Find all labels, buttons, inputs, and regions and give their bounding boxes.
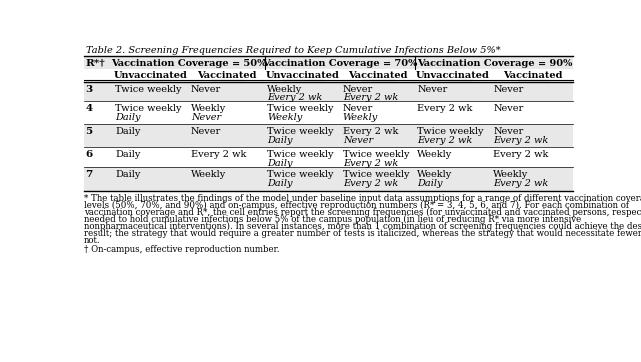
- Text: R*†: R*†: [85, 58, 105, 67]
- Text: Never: Never: [493, 85, 524, 94]
- Text: Every 2 wk: Every 2 wk: [343, 179, 398, 188]
- Text: Every 2 wk: Every 2 wk: [417, 104, 472, 113]
- Text: needed to hold cumulative infections below 5% of the campus population (in lieu : needed to hold cumulative infections bel…: [84, 215, 581, 224]
- Text: Every 2 wk: Every 2 wk: [493, 136, 549, 145]
- Text: Twice weekly: Twice weekly: [343, 171, 410, 180]
- Text: Weekly: Weekly: [267, 85, 302, 94]
- Bar: [84, 69, 573, 80]
- Bar: [84, 167, 573, 190]
- Text: Every 2 wk: Every 2 wk: [343, 93, 398, 102]
- Bar: [84, 82, 573, 101]
- Bar: [84, 147, 573, 167]
- Text: Twice weekly: Twice weekly: [267, 104, 333, 113]
- Text: Vaccinated: Vaccinated: [348, 71, 408, 80]
- Text: Every 2 wk: Every 2 wk: [267, 93, 322, 102]
- Text: Twice weekly: Twice weekly: [417, 127, 484, 136]
- Text: Weekly: Weekly: [191, 104, 226, 113]
- Text: Daily: Daily: [267, 136, 292, 145]
- Text: Vaccination Coverage = 90%: Vaccination Coverage = 90%: [417, 59, 572, 68]
- Text: Unvaccinated: Unvaccinated: [265, 71, 340, 80]
- Text: nonpharmaceutical interventions). In several instances, more than 1 combination : nonpharmaceutical interventions). In sev…: [84, 222, 641, 231]
- Text: Never: Never: [417, 85, 447, 94]
- Text: Vaccination Coverage = 50%: Vaccination Coverage = 50%: [111, 59, 266, 68]
- Text: Weekly: Weekly: [191, 171, 226, 180]
- Text: Never: Never: [493, 127, 524, 136]
- Bar: [84, 101, 573, 124]
- Text: Daily: Daily: [115, 113, 140, 122]
- Text: Daily: Daily: [267, 159, 292, 168]
- Text: Twice weekly: Twice weekly: [115, 104, 181, 113]
- Text: Twice weekly: Twice weekly: [343, 151, 410, 160]
- Text: Every 2 wk: Every 2 wk: [493, 151, 549, 160]
- Text: Weekly: Weekly: [493, 171, 528, 180]
- Text: Every 2 wk: Every 2 wk: [343, 127, 398, 136]
- Text: levels (50%, 70%, and 90%) and on-campus, effective reproduction numbers (R* = 3: levels (50%, 70%, and 90%) and on-campus…: [84, 201, 629, 210]
- Text: Daily: Daily: [115, 151, 140, 160]
- Text: Weekly: Weekly: [343, 113, 378, 122]
- Text: Weekly: Weekly: [417, 151, 453, 160]
- Text: vaccination coverage and R*, the cell entries report the screening frequencies (: vaccination coverage and R*, the cell en…: [84, 208, 641, 217]
- Text: Weekly: Weekly: [417, 171, 453, 180]
- Text: 3: 3: [85, 85, 93, 94]
- Text: Weekly: Weekly: [267, 113, 302, 122]
- Text: Every 2 wk: Every 2 wk: [343, 159, 398, 168]
- Text: Twice weekly: Twice weekly: [267, 171, 333, 180]
- Bar: [84, 56, 573, 69]
- Text: Twice weekly: Twice weekly: [267, 151, 333, 160]
- Text: not.: not.: [84, 236, 101, 245]
- Text: Twice weekly: Twice weekly: [267, 127, 333, 136]
- Text: Daily: Daily: [417, 179, 443, 188]
- Text: Unvaccinated: Unvaccinated: [113, 71, 188, 80]
- Text: Table 2. Screening Frequencies Required to Keep Cumulative Infections Below 5%*: Table 2. Screening Frequencies Required …: [85, 46, 500, 55]
- Text: Daily: Daily: [115, 171, 140, 180]
- Bar: [84, 124, 573, 147]
- Text: 6: 6: [85, 151, 93, 160]
- Text: Vaccination Coverage = 70%: Vaccination Coverage = 70%: [262, 59, 417, 68]
- Text: Every 2 wk: Every 2 wk: [493, 179, 549, 188]
- Text: 4: 4: [85, 104, 93, 113]
- Text: result; the strategy that would require a greater number of tests is italicized,: result; the strategy that would require …: [84, 229, 641, 238]
- Text: 7: 7: [85, 171, 93, 180]
- Text: Every 2 wk: Every 2 wk: [191, 151, 246, 160]
- Text: Never: Never: [191, 113, 221, 122]
- Text: Vaccinated: Vaccinated: [503, 71, 562, 80]
- Text: Every 2 wk: Every 2 wk: [417, 136, 472, 145]
- Text: Never: Never: [343, 85, 373, 94]
- Text: Never: Never: [343, 136, 373, 145]
- Text: Never: Never: [191, 127, 221, 136]
- Text: 5: 5: [85, 127, 93, 136]
- Text: Never: Never: [191, 85, 221, 94]
- Text: Unvaccinated: Unvaccinated: [416, 71, 490, 80]
- Text: Vaccinated: Vaccinated: [197, 71, 256, 80]
- Text: Never: Never: [493, 104, 524, 113]
- Text: Never: Never: [343, 104, 373, 113]
- Text: Daily: Daily: [115, 127, 140, 136]
- Text: Twice weekly: Twice weekly: [115, 85, 181, 94]
- Text: † On-campus, effective reproduction number.: † On-campus, effective reproduction numb…: [84, 245, 279, 254]
- Text: * The table illustrates the findings of the model under baseline input data assu: * The table illustrates the findings of …: [84, 194, 641, 203]
- Text: Daily: Daily: [267, 179, 292, 188]
